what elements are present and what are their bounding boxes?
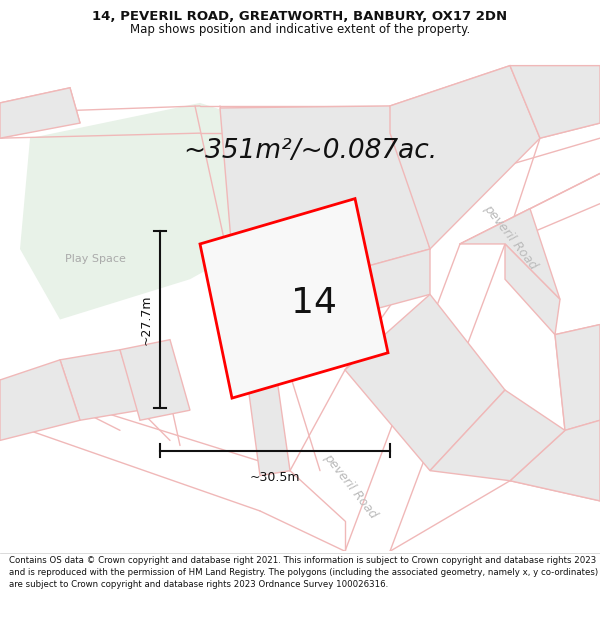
- Text: Contains OS data © Crown copyright and database right 2021. This information is : Contains OS data © Crown copyright and d…: [9, 556, 598, 589]
- Text: Map shows position and indicative extent of the property.: Map shows position and indicative extent…: [130, 22, 470, 36]
- Polygon shape: [0, 88, 80, 138]
- Polygon shape: [555, 324, 600, 431]
- Text: Play Space: Play Space: [65, 254, 125, 264]
- Polygon shape: [390, 66, 540, 249]
- Polygon shape: [235, 289, 290, 476]
- Polygon shape: [200, 199, 388, 398]
- Polygon shape: [20, 103, 310, 319]
- Text: peveril Road: peveril Road: [481, 202, 539, 272]
- Polygon shape: [120, 339, 190, 420]
- Polygon shape: [345, 294, 505, 471]
- Polygon shape: [220, 106, 430, 294]
- Polygon shape: [265, 249, 430, 334]
- Polygon shape: [0, 360, 80, 441]
- Text: 14: 14: [291, 286, 337, 321]
- Text: 14, PEVERIL ROAD, GREATWORTH, BANBURY, OX17 2DN: 14, PEVERIL ROAD, GREATWORTH, BANBURY, O…: [92, 11, 508, 24]
- Text: ~351m²/~0.087ac.: ~351m²/~0.087ac.: [183, 138, 437, 164]
- Text: peveril Road: peveril Road: [320, 451, 379, 521]
- Polygon shape: [460, 209, 560, 299]
- Polygon shape: [510, 66, 600, 138]
- Text: ~30.5m: ~30.5m: [250, 471, 300, 484]
- Polygon shape: [60, 350, 140, 420]
- Text: ~27.7m: ~27.7m: [139, 294, 152, 345]
- Polygon shape: [430, 390, 565, 481]
- Polygon shape: [505, 244, 560, 334]
- Polygon shape: [510, 420, 600, 501]
